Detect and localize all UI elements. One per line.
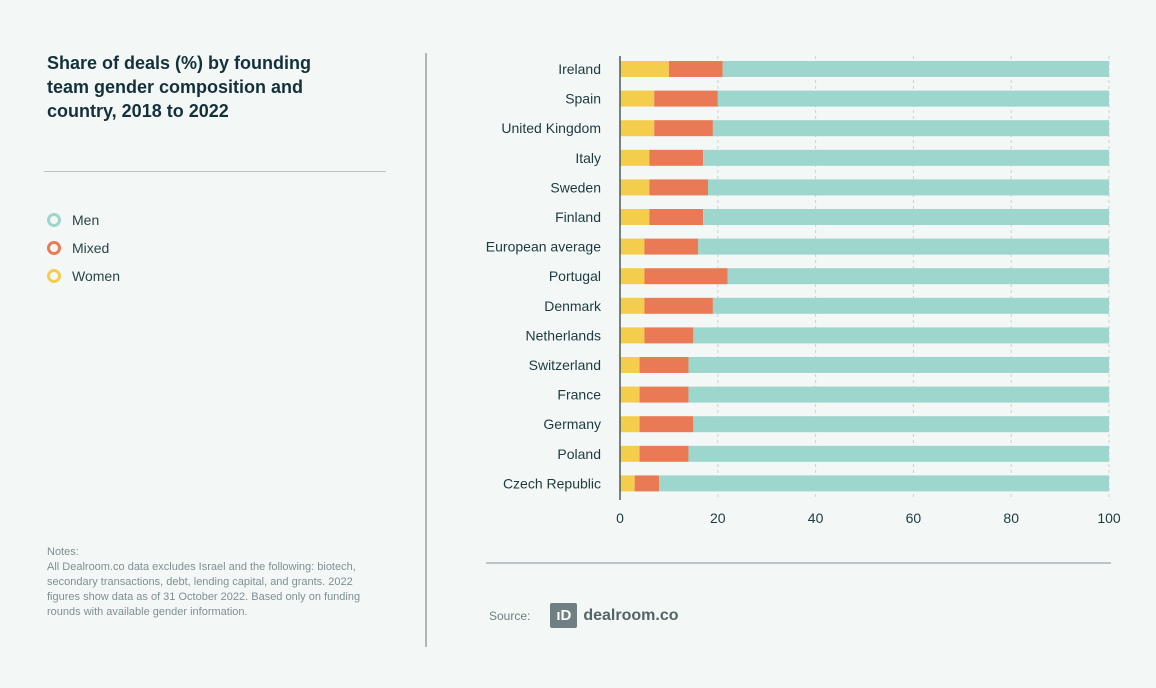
- bar-sweden-mixed: [649, 179, 709, 196]
- category-label: Sweden: [550, 179, 601, 195]
- bar-germany-men: [693, 416, 1109, 433]
- notes-heading: Notes:: [47, 546, 79, 558]
- legend-item-mixed: Mixed: [47, 234, 120, 262]
- legend-label-women: Women: [72, 268, 120, 284]
- category-label: France: [557, 387, 601, 403]
- bar-portugal-women: [620, 268, 645, 285]
- bar-united-kingdom-women: [620, 120, 655, 137]
- legend-dot-women-icon: [47, 269, 61, 283]
- x-tick-label-60: 60: [906, 510, 922, 526]
- bar-finland-mixed: [649, 209, 704, 225]
- bar-finland-men: [703, 209, 1109, 225]
- source: Source: ıD dealroom.co: [489, 603, 679, 628]
- category-label: Netherlands: [526, 327, 602, 343]
- bar-poland-women: [620, 445, 640, 462]
- dealroom-logo-icon: ıD: [550, 603, 578, 628]
- bar-ireland-mixed: [668, 61, 723, 77]
- bar-germany-women: [620, 416, 640, 433]
- bar-portugal-men: [727, 268, 1109, 285]
- bar-switzerland-men: [688, 357, 1109, 373]
- bar-ireland-women: [620, 61, 669, 77]
- chart-title: Share of deals (%) by founding team gend…: [47, 53, 312, 121]
- bar-poland-mixed: [639, 445, 689, 462]
- category-label: Switzerland: [529, 357, 601, 373]
- x-tick-label-80: 80: [1003, 510, 1019, 526]
- category-label: Italy: [575, 150, 601, 166]
- bar-denmark-women: [620, 297, 645, 314]
- bar-european-average-women: [620, 238, 645, 255]
- legend-item-women: Women: [47, 262, 120, 290]
- bar-united-kingdom-men: [712, 120, 1109, 137]
- legend: Men Mixed Women: [47, 206, 120, 290]
- legend-dot-mixed-icon: [47, 241, 61, 255]
- bar-european-average-men: [698, 238, 1109, 255]
- category-label: Spain: [565, 91, 601, 107]
- bar-european-average-mixed: [644, 238, 699, 255]
- bar-sweden-men: [708, 179, 1109, 196]
- category-label: Poland: [557, 446, 601, 462]
- bar-netherlands-women: [620, 327, 645, 344]
- category-label: Germany: [543, 416, 601, 432]
- bar-ireland-men: [722, 61, 1109, 77]
- dealroom-logo: ıD dealroom.co: [550, 603, 679, 628]
- notes-text: All Dealroom.co data excludes Israel and…: [47, 561, 361, 618]
- title-divider: [44, 171, 386, 172]
- x-tick-label-0: 0: [616, 510, 624, 526]
- bar-czech-republic-women: [620, 475, 635, 492]
- bar-czech-republic-mixed: [634, 475, 660, 492]
- bar-denmark-mixed: [644, 297, 713, 314]
- bar-finland-women: [620, 209, 650, 225]
- bar-france-mixed: [639, 386, 689, 403]
- legend-label-men: Men: [72, 212, 100, 228]
- category-label: Ireland: [558, 61, 601, 77]
- bar-united-kingdom-mixed: [654, 120, 713, 137]
- bar-france-men: [688, 386, 1109, 403]
- legend-label-mixed: Mixed: [72, 240, 110, 256]
- category-label: Portugal: [549, 268, 601, 284]
- category-label: Finland: [555, 209, 601, 225]
- category-label: European average: [486, 239, 601, 255]
- category-label: United Kingdom: [501, 120, 601, 136]
- category-label: Denmark: [544, 298, 602, 314]
- bar-spain-mixed: [654, 90, 718, 107]
- stacked-bar-chart: Ireland Spain United Kingdom Italy Sweden Fin…: [486, 56, 1121, 526]
- legend-item-men: Men: [47, 206, 120, 234]
- bar-portugal-mixed: [644, 268, 728, 285]
- bar-italy-women: [620, 149, 650, 166]
- bar-italy-mixed: [649, 149, 704, 166]
- bar-czech-republic-men: [659, 475, 1109, 492]
- dealroom-logo-text: dealroom.co: [583, 606, 679, 624]
- bar-sweden-women: [620, 179, 650, 196]
- x-tick-label-40: 40: [808, 510, 824, 526]
- bar-switzerland-mixed: [639, 357, 689, 373]
- panel-divider: [425, 53, 427, 647]
- category-label: Czech Republic: [503, 475, 601, 491]
- bar-denmark-men: [712, 297, 1109, 314]
- legend-dot-men-icon: [47, 213, 61, 227]
- bar-poland-men: [688, 445, 1109, 462]
- bar-netherlands-mixed: [644, 327, 694, 344]
- bar-germany-mixed: [639, 416, 694, 433]
- bar-italy-men: [703, 149, 1109, 166]
- notes: Notes: All Dealroom.co data excludes Isr…: [47, 545, 367, 620]
- x-tick-label-20: 20: [710, 510, 726, 526]
- x-tick-label-100: 100: [1097, 510, 1121, 526]
- source-label: Source:: [489, 608, 531, 623]
- bar-france-women: [620, 386, 640, 403]
- bar-spain-women: [620, 90, 655, 107]
- source-divider: [486, 562, 1111, 564]
- bar-switzerland-women: [620, 357, 640, 373]
- bar-netherlands-men: [693, 327, 1109, 344]
- bar-spain-men: [717, 90, 1109, 107]
